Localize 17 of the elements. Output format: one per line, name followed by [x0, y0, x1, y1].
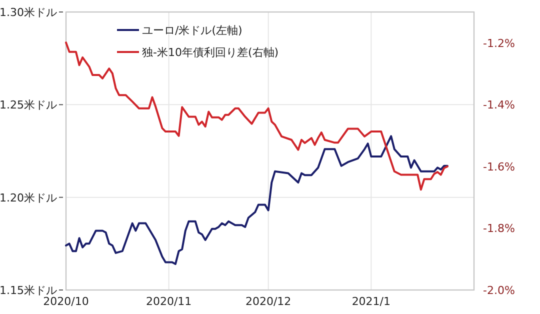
legend-label: 独-米10年債利回り差(右軸): [142, 46, 279, 59]
x-tick-label: 2021/1: [352, 295, 391, 308]
y-tick-label: 1.30米ドル: [0, 6, 57, 19]
y-tick-label: 1.25米ドル: [0, 98, 57, 112]
y2-tick-label: -1.8%: [483, 222, 515, 236]
line-series: [65, 135, 448, 266]
line-series: [65, 42, 448, 191]
y2-tick-label: -2.0%: [483, 284, 515, 297]
y2-tick-label: -1.4%: [483, 98, 515, 112]
x-tick-label: 2020/10: [43, 295, 89, 308]
y-tick-label: 1.15米ドル: [0, 284, 57, 297]
legend-label: ユーロ/米ドル(左軸): [142, 24, 242, 37]
x-tick-label: 2020/11: [146, 295, 192, 308]
x-tick-label: 2020/12: [245, 295, 292, 308]
y2-tick-label: -1.2%: [483, 36, 515, 50]
y2-tick-label: -1.6%: [483, 160, 515, 174]
y-tick-label: 1.20米ドル: [0, 191, 57, 204]
